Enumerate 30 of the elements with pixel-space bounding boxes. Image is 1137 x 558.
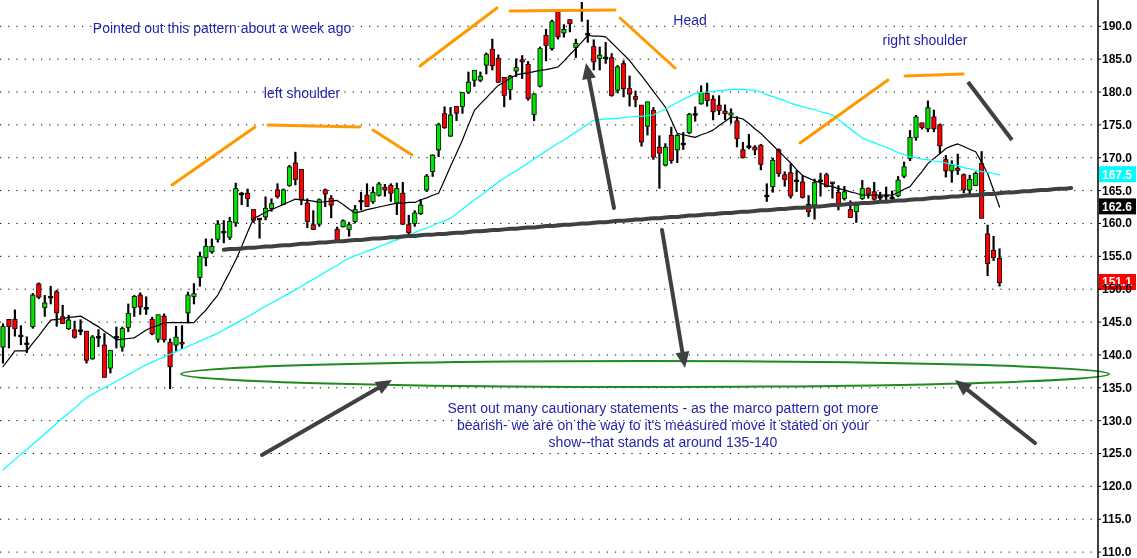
- y-tick-label: 115.0: [1102, 512, 1132, 527]
- y-tick-label: 110.0: [1102, 545, 1132, 558]
- y-tick-label: 145.0: [1102, 315, 1133, 330]
- annotation: Pointed out this pattern about a week ago: [92, 20, 352, 36]
- line-series: [2, 88, 1001, 471]
- candlestick: [328, 194, 334, 220]
- candlestick: [764, 182, 770, 203]
- y-tick-label: 175.0: [1102, 117, 1133, 132]
- annotation: 162.6: [1102, 199, 1133, 214]
- y-tick-label: 185.0: [1102, 52, 1133, 67]
- y-tick-label: 140.0: [1102, 347, 1133, 362]
- candlestick: [42, 294, 48, 318]
- y-tick-label: 135.0: [1102, 380, 1133, 395]
- y-tick-label: 160.0: [1102, 216, 1133, 231]
- annotation: Head: [673, 12, 707, 28]
- y-tick-label: 130.0: [1102, 413, 1133, 428]
- annotation: Sent out many cautionary statements - as the marco pattern got more bearish- we are on the way to it's measured move it stated on your show--that stands at around 135-140: [447, 400, 879, 450]
- y-tick-label: 170.0: [1102, 150, 1133, 165]
- y-tick-label: 165.0: [1102, 183, 1133, 198]
- annotation: right shoulder: [882, 32, 968, 48]
- candlestick: [573, 37, 579, 59]
- y-tick-label: 190.0: [1102, 19, 1133, 34]
- y-tick-label: 120.0: [1102, 479, 1133, 494]
- y-tick-label: 155.0: [1102, 249, 1133, 264]
- candlestick: [734, 115, 740, 149]
- candlestick: [18, 324, 24, 347]
- y-tick-label: 125.0: [1102, 446, 1133, 461]
- annotation: 167.5: [1102, 167, 1133, 182]
- annotation: left shoulder: [263, 85, 341, 101]
- y-tick-label: 180.0: [1102, 85, 1133, 100]
